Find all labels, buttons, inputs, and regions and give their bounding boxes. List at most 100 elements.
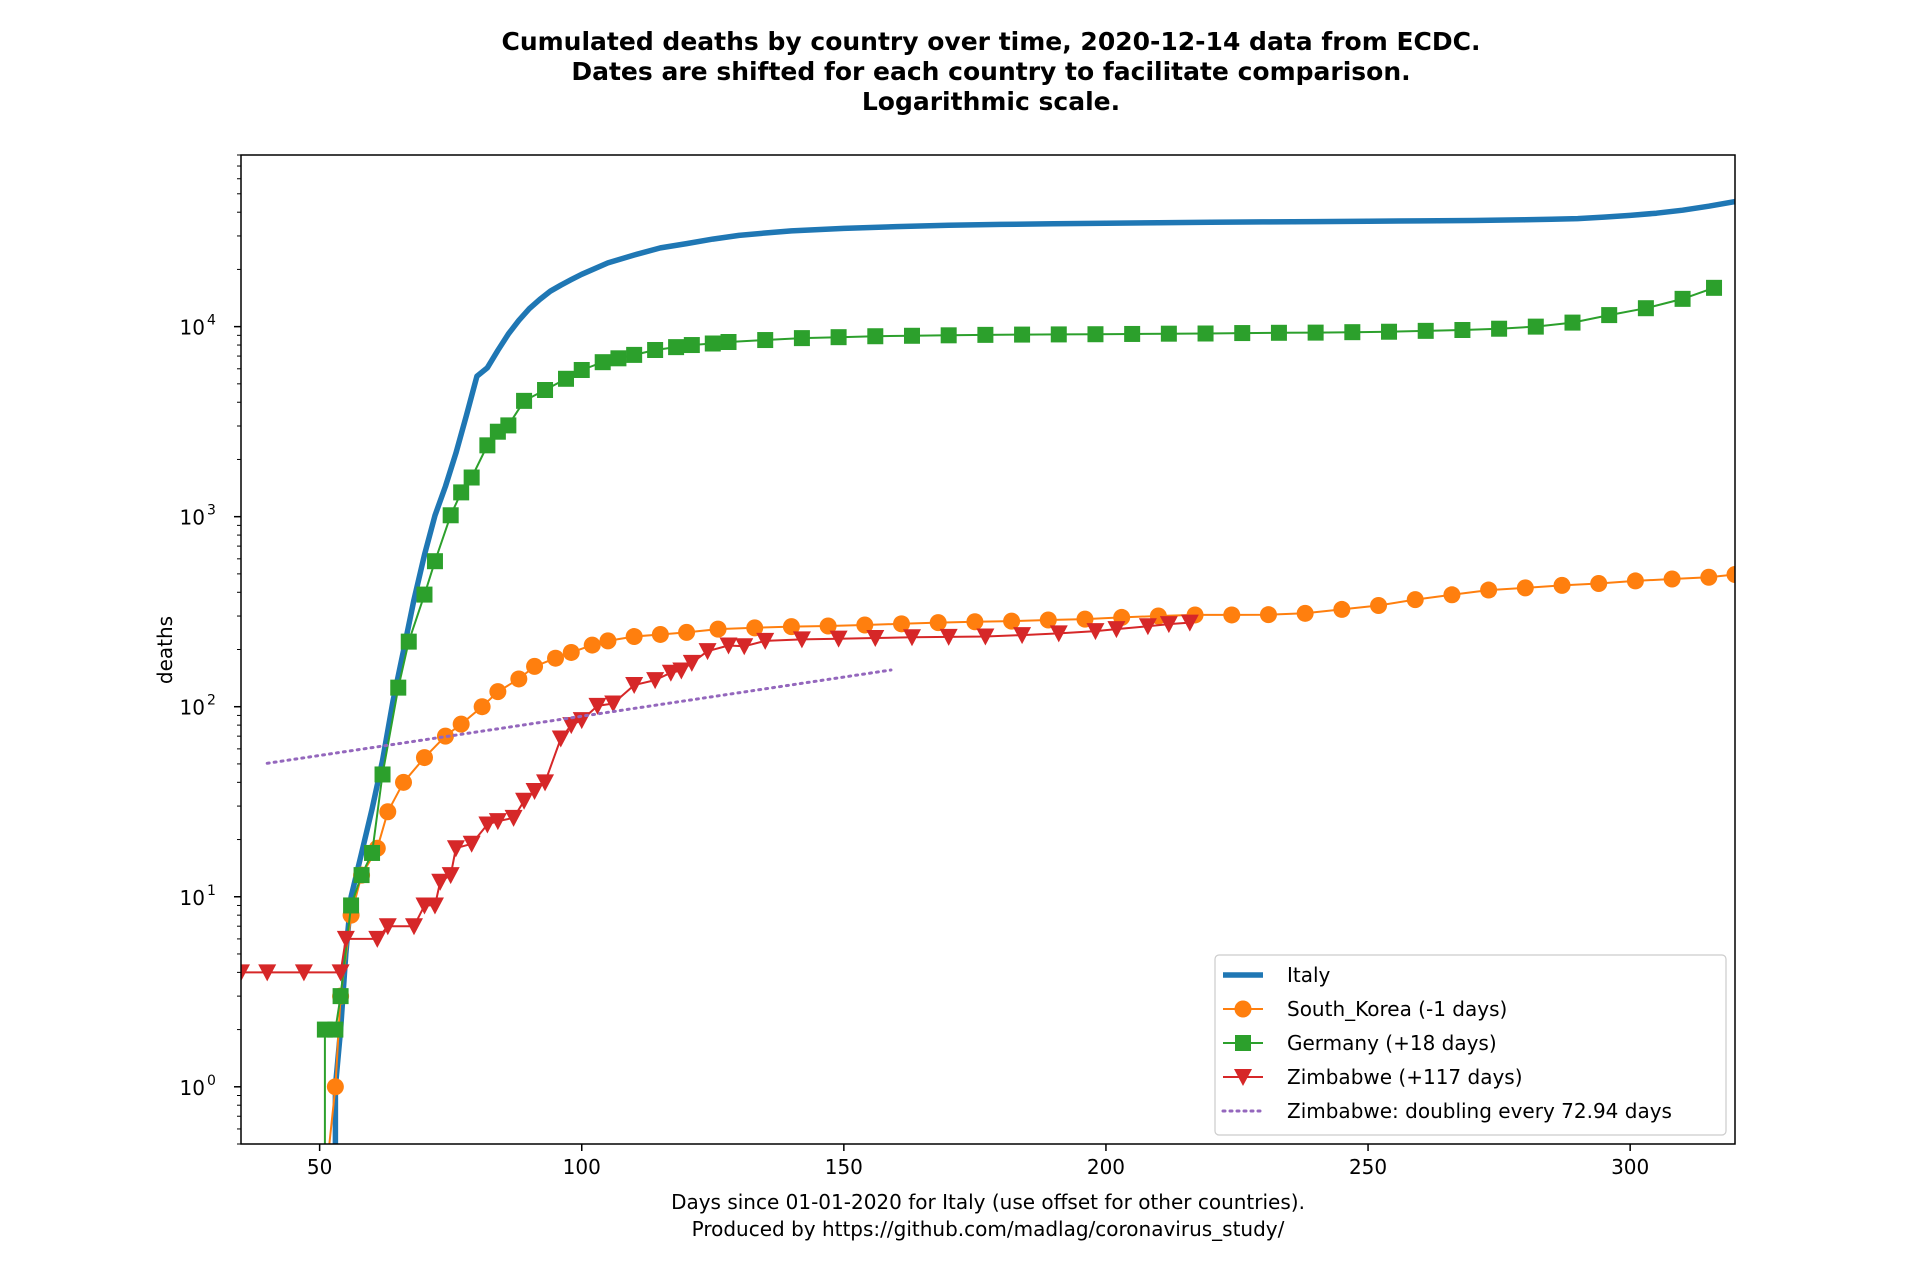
- chart-title-line-3: Logarithmic scale.: [862, 87, 1120, 116]
- data-point: [1160, 325, 1177, 342]
- data-point: [782, 618, 800, 636]
- data-point: [479, 437, 496, 454]
- data-point: [551, 730, 570, 748]
- data-point: [374, 766, 391, 783]
- data-point: [425, 897, 444, 915]
- x-axis-label-line-1: Days since 01-01-2020 for Italy (use off…: [671, 1190, 1305, 1214]
- data-point: [558, 370, 575, 387]
- data-point: [537, 382, 554, 399]
- data-point: [436, 727, 454, 745]
- data-point: [1553, 576, 1571, 594]
- data-point: [856, 616, 874, 634]
- data-point: [1443, 586, 1461, 604]
- x-tick-label: 300: [1611, 1155, 1649, 1179]
- data-point: [966, 613, 984, 631]
- data-point: [1333, 600, 1351, 618]
- data-point: [1180, 614, 1199, 632]
- data-point: [819, 617, 837, 635]
- data-point: [1700, 568, 1718, 586]
- legend-label: Zimbabwe (+117 days): [1287, 1065, 1523, 1089]
- data-point: [668, 339, 685, 356]
- x-tick-label: 100: [563, 1155, 601, 1179]
- data-point: [562, 717, 581, 735]
- data-point: [709, 620, 727, 638]
- data-point: [661, 664, 680, 682]
- data-point: [977, 326, 994, 343]
- data-point: [426, 553, 443, 570]
- data-point: [343, 897, 360, 914]
- legend-label: Zimbabwe: doubling every 72.94 days: [1287, 1099, 1672, 1123]
- data-point: [1124, 325, 1141, 342]
- legend-label: South_Korea (-1 days): [1287, 997, 1507, 1021]
- x-tick-label: 150: [825, 1155, 863, 1179]
- series-1: [326, 566, 1735, 1144]
- y-tick-exponent: 1: [207, 883, 216, 899]
- data-point: [1527, 318, 1544, 335]
- data-point: [1516, 579, 1534, 597]
- data-point: [1234, 325, 1251, 342]
- data-point: [1344, 324, 1361, 341]
- data-point: [1637, 300, 1654, 317]
- data-point: [902, 629, 921, 647]
- data-point: [1107, 621, 1126, 639]
- data-point: [1307, 324, 1324, 341]
- data-point: [720, 334, 737, 351]
- data-point: [1087, 326, 1104, 343]
- data-point: [241, 964, 250, 982]
- data-point: [562, 643, 580, 661]
- chart-title-line-2: Dates are shifted for each country to fa…: [571, 57, 1410, 86]
- data-point: [976, 628, 995, 646]
- data-point: [929, 614, 947, 632]
- data-point: [1406, 591, 1424, 609]
- series-layer: [241, 198, 1735, 1144]
- legend-marker: [1234, 1000, 1252, 1018]
- series-4: [265, 668, 893, 765]
- data-point: [516, 392, 533, 409]
- data-point: [1370, 596, 1388, 614]
- y-axis-label: deaths: [153, 616, 177, 684]
- data-point: [1049, 625, 1068, 643]
- data-point: [1381, 323, 1398, 340]
- x-tick-label: 250: [1349, 1155, 1387, 1179]
- y-tick-label: 10: [180, 1076, 205, 1100]
- data-point: [625, 628, 643, 646]
- data-point: [1674, 290, 1691, 307]
- data-point: [453, 484, 470, 501]
- chart-title-line-1: Cumulated deaths by country over time, 2…: [501, 27, 1480, 56]
- data-point: [332, 988, 349, 1005]
- y-tick-label: 10: [180, 886, 205, 910]
- y-tick-exponent: 4: [207, 313, 216, 329]
- data-point: [294, 964, 313, 982]
- data-point: [867, 328, 884, 345]
- data-point: [395, 773, 413, 791]
- data-point: [1197, 325, 1214, 342]
- y-tick-exponent: 0: [207, 1073, 216, 1089]
- data-point: [1003, 612, 1021, 630]
- y-tick-exponent: 3: [207, 503, 216, 519]
- data-point: [1480, 581, 1498, 599]
- data-point: [678, 623, 696, 641]
- data-point: [599, 632, 617, 650]
- data-point: [473, 698, 491, 716]
- y-tick-label: 10: [180, 506, 205, 530]
- x-axis-label-line-2: Produced by https://github.com/madlag/co…: [692, 1217, 1285, 1241]
- data-point: [1159, 616, 1178, 634]
- data-point: [1296, 604, 1314, 622]
- legend-box: [1214, 954, 1727, 1136]
- y-tick-exponent: 2: [207, 693, 216, 709]
- data-point: [526, 657, 544, 675]
- data-point: [604, 695, 623, 713]
- data-point: [610, 350, 627, 367]
- legend-label: Germany (+18 days): [1287, 1031, 1497, 1055]
- chart-title: Cumulated deaths by country over time, 2…: [501, 27, 1480, 116]
- data-point: [1138, 618, 1157, 636]
- data-point: [416, 586, 433, 603]
- data-point: [442, 507, 459, 524]
- data-point: [504, 809, 523, 827]
- series-line: [265, 668, 893, 765]
- data-point: [489, 683, 507, 701]
- series-3: [241, 614, 1199, 982]
- data-point: [939, 628, 958, 646]
